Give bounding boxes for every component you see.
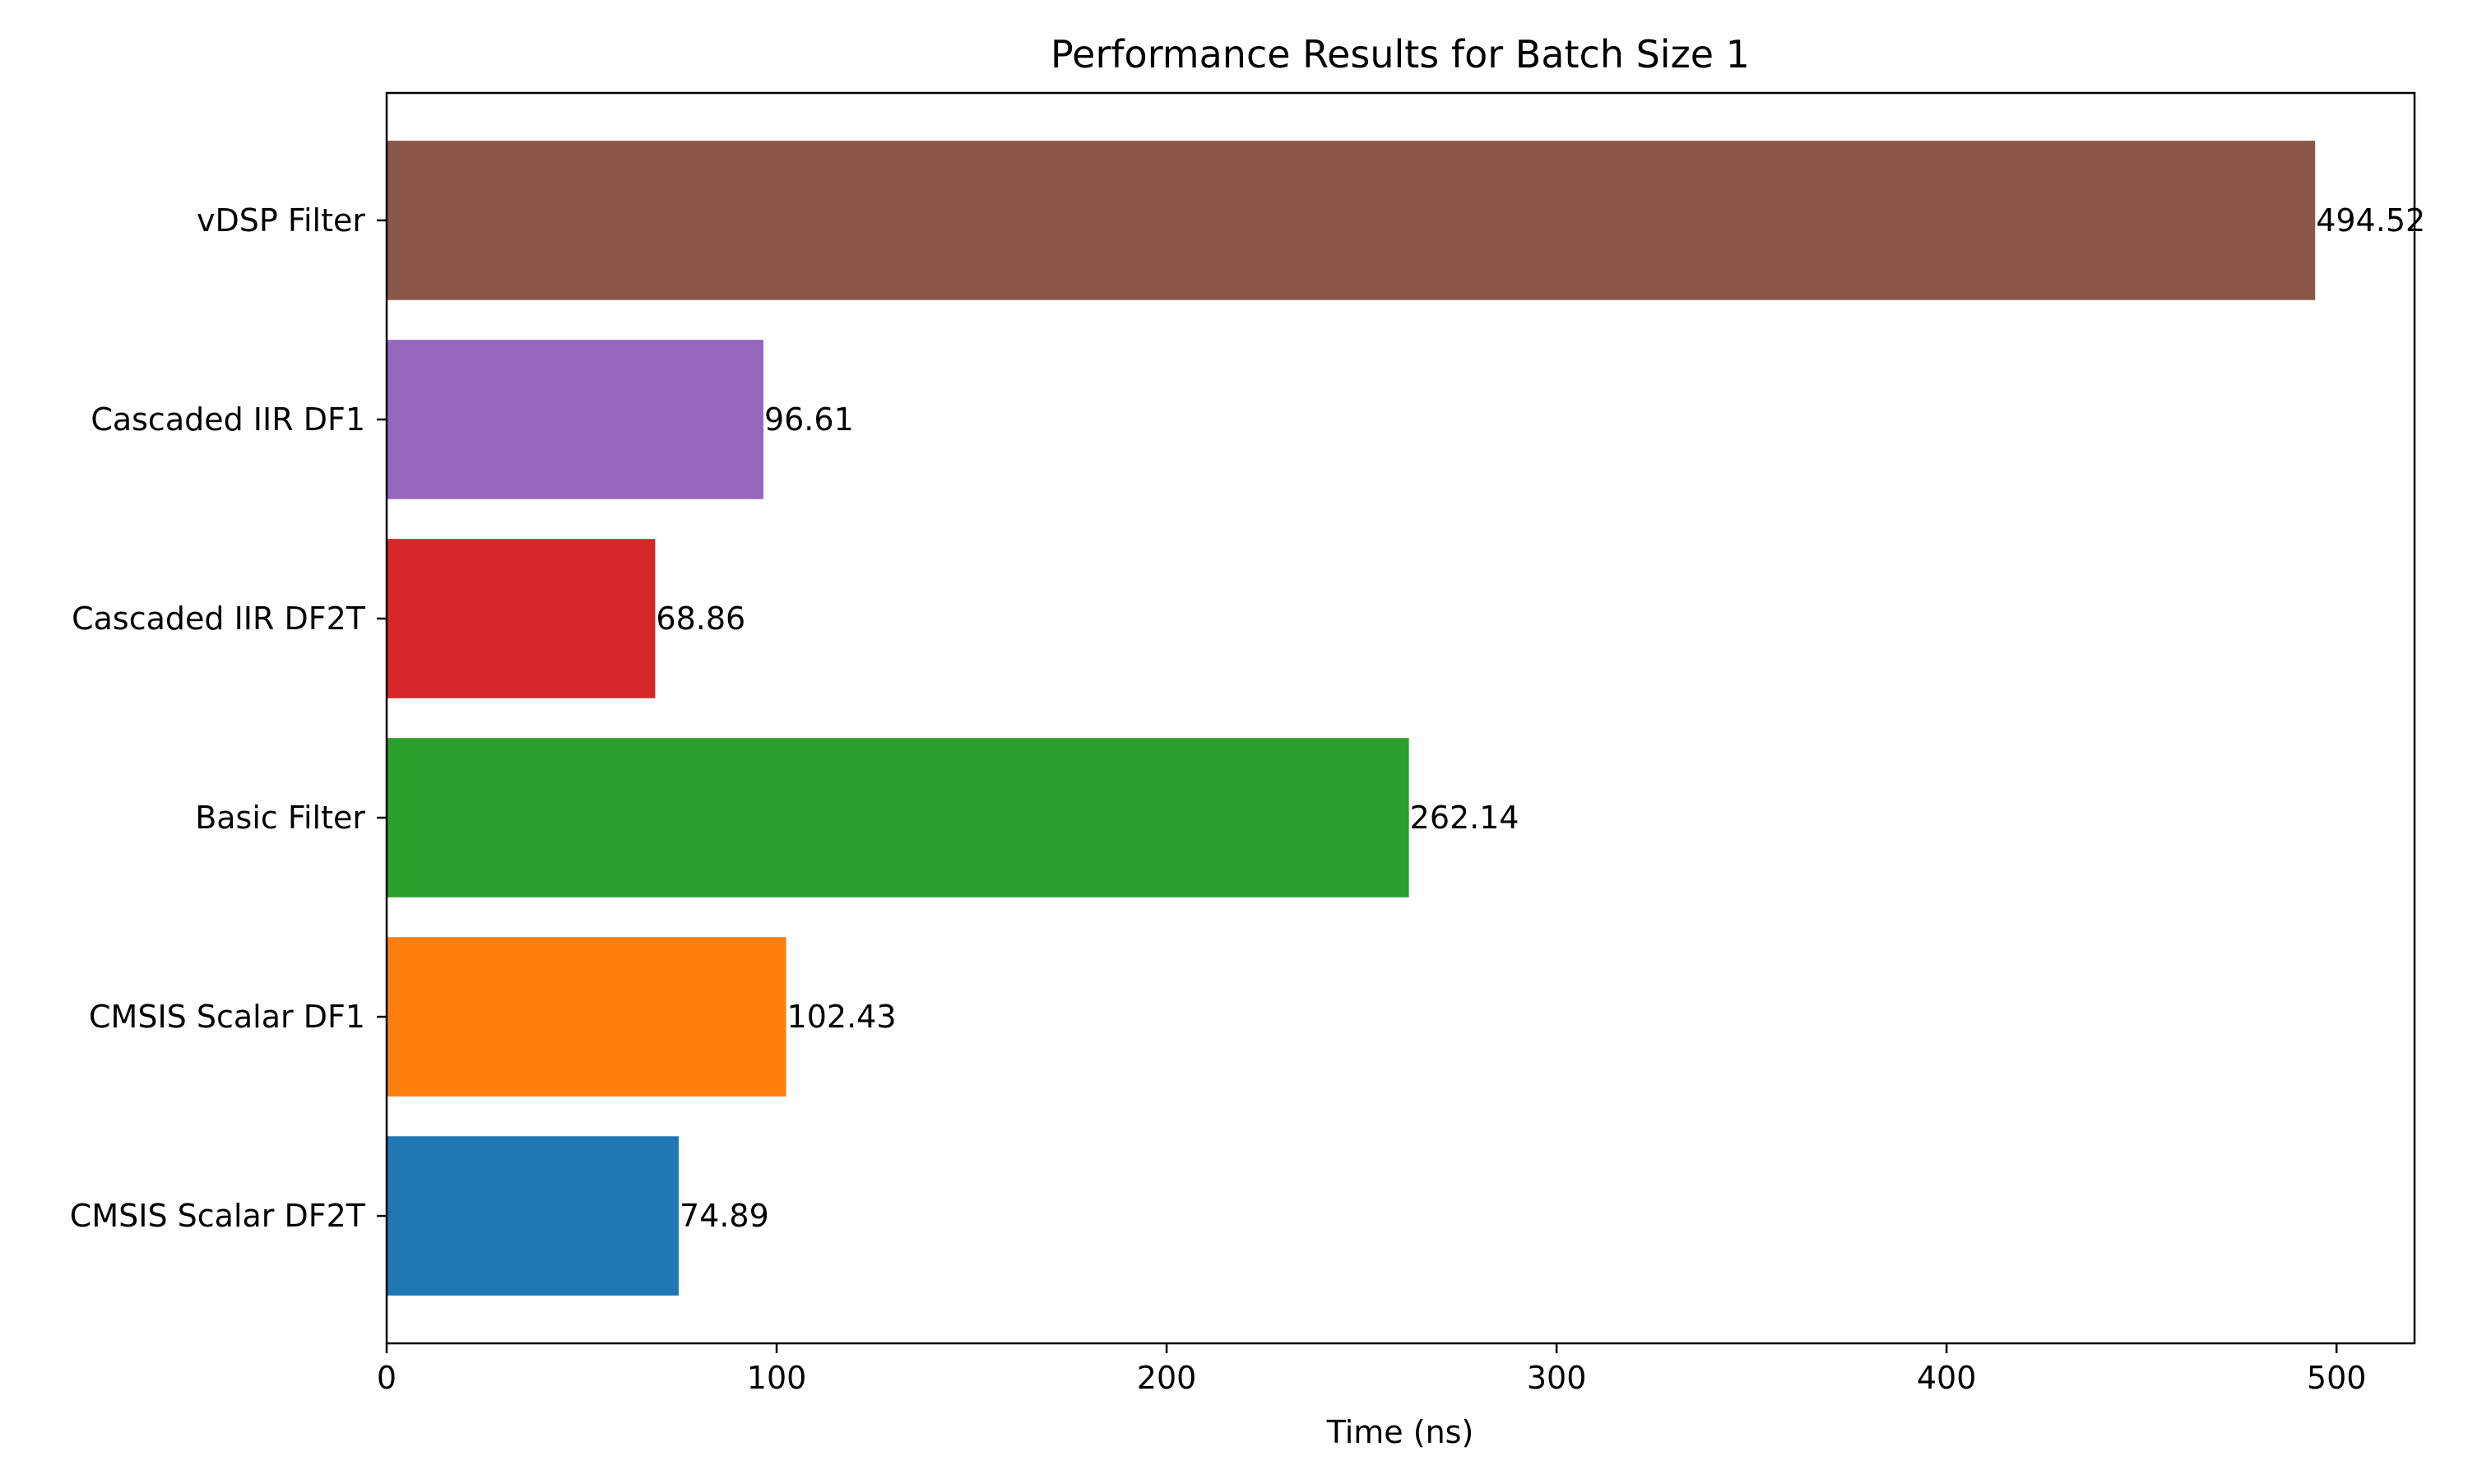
x-axis-label: Time (ns)	[1326, 1414, 1474, 1450]
x-tick-label: 400	[1917, 1360, 1977, 1396]
bar	[387, 937, 786, 1097]
y-tick-label: Cascaded IIR DF2T	[72, 601, 366, 637]
bars-group	[387, 141, 2316, 1296]
y-tick-label: CMSIS Scalar DF2T	[70, 1198, 366, 1234]
bar-value-label: 96.61	[764, 401, 854, 438]
chart-title: Performance Results for Batch Size 1	[1051, 32, 1750, 77]
bar	[387, 539, 656, 698]
x-tick-label: 500	[2307, 1360, 2367, 1396]
bar-value-label: 68.86	[656, 601, 745, 637]
y-tick-label: CMSIS Scalar DF1	[89, 999, 365, 1035]
value-labels-group: 74.89 102.43 262.14 68.86 96.61 494.52	[656, 202, 2425, 1234]
bar-value-label: 494.52	[2316, 202, 2425, 239]
bar-value-label: 262.14	[1410, 800, 1519, 836]
y-tick-label: vDSP Filter	[197, 202, 365, 239]
bar	[387, 340, 763, 499]
y-tick-label: Basic Filter	[195, 800, 365, 836]
x-tick-label: 300	[1527, 1360, 1587, 1396]
y-tick-label: Cascaded IIR DF1	[90, 401, 365, 438]
bar	[387, 738, 1409, 897]
plot-frame	[385, 91, 2416, 1345]
bar-value-label: 102.43	[787, 999, 897, 1035]
x-tick-label: 100	[747, 1360, 807, 1396]
x-axis-ticks: 0 100 200 300 400 500	[377, 1343, 2367, 1396]
bar-value-label: 74.89	[680, 1198, 769, 1234]
x-tick-label: 200	[1137, 1360, 1197, 1396]
x-tick-label: 0	[377, 1360, 397, 1396]
y-axis-ticks: CMSIS Scalar DF2T CMSIS Scalar DF1 Basic F…	[70, 202, 387, 1234]
bar	[387, 1136, 680, 1296]
bar	[387, 141, 2316, 300]
